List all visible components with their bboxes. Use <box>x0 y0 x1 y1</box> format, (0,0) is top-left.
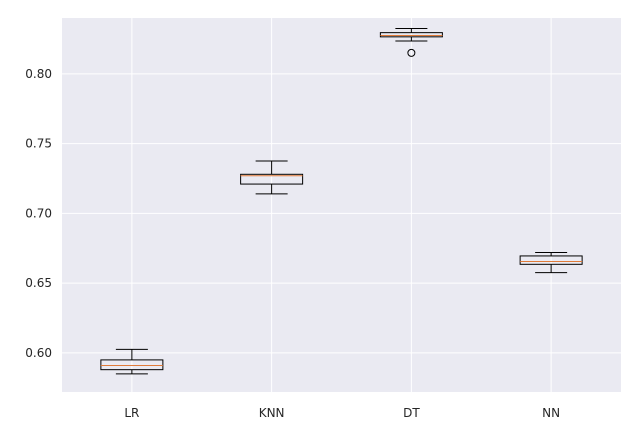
outlier-point <box>407 48 416 57</box>
y-tick-label: 0.65 <box>25 276 52 290</box>
y-tick-label: 0.75 <box>25 137 52 151</box>
x-tick-label: KNN <box>259 406 285 420</box>
box-knn <box>240 160 304 195</box>
x-tick-label: LR <box>124 406 139 420</box>
x-tick-label: DT <box>403 406 420 420</box>
plot-background <box>62 18 621 392</box>
box-dt <box>379 27 443 57</box>
box-body <box>519 255 583 265</box>
x-tick-label: NN <box>542 406 560 420</box>
box-lr <box>100 348 164 375</box>
x-axis: LR KNN DT NN <box>124 406 560 420</box>
boxes-layer <box>100 27 583 375</box>
box-body <box>240 173 304 185</box>
y-tick-label: 0.70 <box>25 206 52 220</box>
box-nn <box>519 251 583 274</box>
grid-lines <box>62 18 621 392</box>
y-tick-label: 0.60 <box>25 346 52 360</box>
box-body <box>379 32 443 38</box>
y-axis: 0.60 0.65 0.70 0.75 0.80 <box>25 67 52 360</box>
box-body <box>100 359 164 371</box>
y-tick-label: 0.80 <box>25 67 52 81</box>
